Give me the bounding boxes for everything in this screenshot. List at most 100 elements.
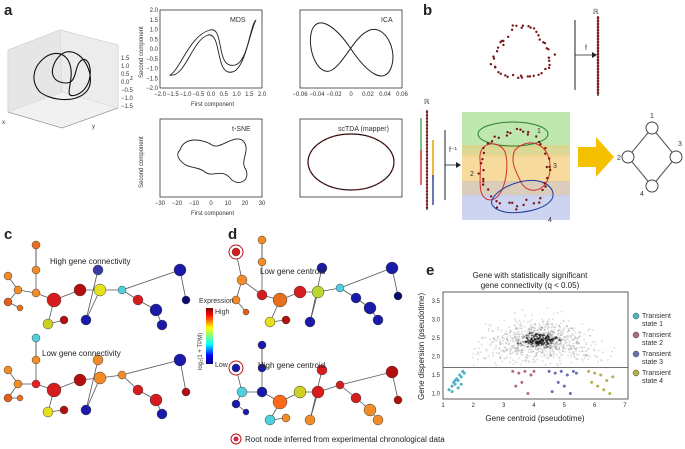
- background-point: [542, 343, 545, 346]
- cover-point: [482, 146, 485, 150]
- background-point: [476, 351, 479, 354]
- background-point: [550, 322, 552, 325]
- cover-point: [527, 130, 530, 134]
- legend-label: state 2: [642, 340, 663, 347]
- background-point: [567, 328, 570, 331]
- background-point: [568, 341, 571, 344]
- background-point: [487, 327, 490, 330]
- background-point: [505, 330, 508, 333]
- mds-ylabel: Second component: [139, 26, 145, 78]
- background-point: [539, 325, 541, 327]
- tick-label: 1.5: [121, 56, 130, 62]
- background-point: [558, 329, 561, 331]
- data-point: [550, 390, 554, 394]
- cover-point: [519, 128, 522, 131]
- projected-point: [425, 176, 429, 180]
- projected-point: [425, 186, 429, 190]
- background-point: [534, 333, 537, 336]
- background-point: [518, 357, 520, 360]
- network-edge: [121, 359, 181, 376]
- background-point: [498, 347, 501, 350]
- cover-point: [546, 176, 549, 180]
- data-point: [611, 375, 615, 379]
- background-point: [520, 335, 523, 338]
- background-point: [587, 358, 590, 361]
- ring-point: [529, 26, 532, 29]
- background-point: [483, 358, 486, 360]
- d-low-title: Low gene centroid: [260, 267, 325, 276]
- background-point: [551, 331, 553, 333]
- background-point: [563, 329, 566, 332]
- background-point: [533, 355, 536, 358]
- background-point: [565, 338, 568, 341]
- tsne-ylabel: Second component: [139, 136, 145, 188]
- network-node: [3, 393, 13, 403]
- background-point: [578, 332, 581, 335]
- cover-point: [537, 201, 541, 204]
- projected-point: [425, 117, 429, 120]
- ring-point: [537, 73, 540, 77]
- background-point: [573, 338, 576, 341]
- background-point: [534, 345, 537, 348]
- background-point: [597, 349, 600, 352]
- background-point: [505, 338, 508, 341]
- background-point: [541, 355, 543, 358]
- background-point: [578, 331, 580, 334]
- background-point: [541, 351, 544, 354]
- background-point: [530, 348, 533, 351]
- graph-node-2: [621, 150, 635, 164]
- background-point: [531, 357, 534, 360]
- background-point: [555, 348, 558, 351]
- background-point: [527, 348, 530, 351]
- background-point: [569, 346, 572, 348]
- background-point: [576, 340, 579, 342]
- tick-label: −2.0: [154, 92, 167, 98]
- background-point: [566, 335, 569, 338]
- tick-label: −20: [172, 201, 183, 207]
- background-point: [516, 347, 519, 349]
- cluster-1-label: 1: [537, 128, 541, 135]
- background-point: [551, 350, 554, 353]
- background-point: [532, 329, 535, 332]
- background-point: [571, 344, 573, 347]
- background-point: [578, 341, 580, 343]
- data-point: [556, 380, 560, 384]
- background-point: [545, 343, 548, 346]
- background-point: [568, 348, 571, 351]
- data-point: [562, 384, 566, 388]
- background-point: [521, 340, 524, 343]
- background-point: [532, 345, 535, 348]
- background-point: [577, 353, 580, 356]
- background-point: [527, 351, 530, 354]
- background-point: [492, 354, 494, 357]
- ring-point: [506, 35, 510, 39]
- background-point: [559, 334, 562, 337]
- d-high-title: High gene centroid: [258, 361, 325, 370]
- background-point: [543, 345, 546, 348]
- network-node: [156, 319, 168, 331]
- background-point: [594, 354, 596, 357]
- background-point: [586, 349, 588, 352]
- background-point: [542, 347, 545, 350]
- background-point: [611, 350, 614, 353]
- network-node: [132, 384, 144, 396]
- tick-label: −1.5: [121, 104, 134, 110]
- background-point: [559, 341, 562, 344]
- projected-point: [596, 76, 600, 80]
- background-point: [561, 330, 564, 333]
- network-node: [42, 406, 54, 418]
- background-point: [566, 344, 568, 347]
- background-point: [570, 347, 573, 350]
- background-point: [520, 349, 522, 352]
- data-point: [587, 369, 591, 373]
- background-point: [530, 331, 533, 334]
- network-node: [31, 333, 41, 343]
- background-point: [529, 345, 532, 347]
- background-point: [516, 347, 519, 350]
- background-point: [570, 327, 573, 330]
- background-point: [504, 346, 507, 349]
- background-point: [508, 326, 511, 329]
- ring-point: [502, 43, 505, 47]
- background-point: [571, 327, 574, 330]
- background-point: [509, 356, 512, 359]
